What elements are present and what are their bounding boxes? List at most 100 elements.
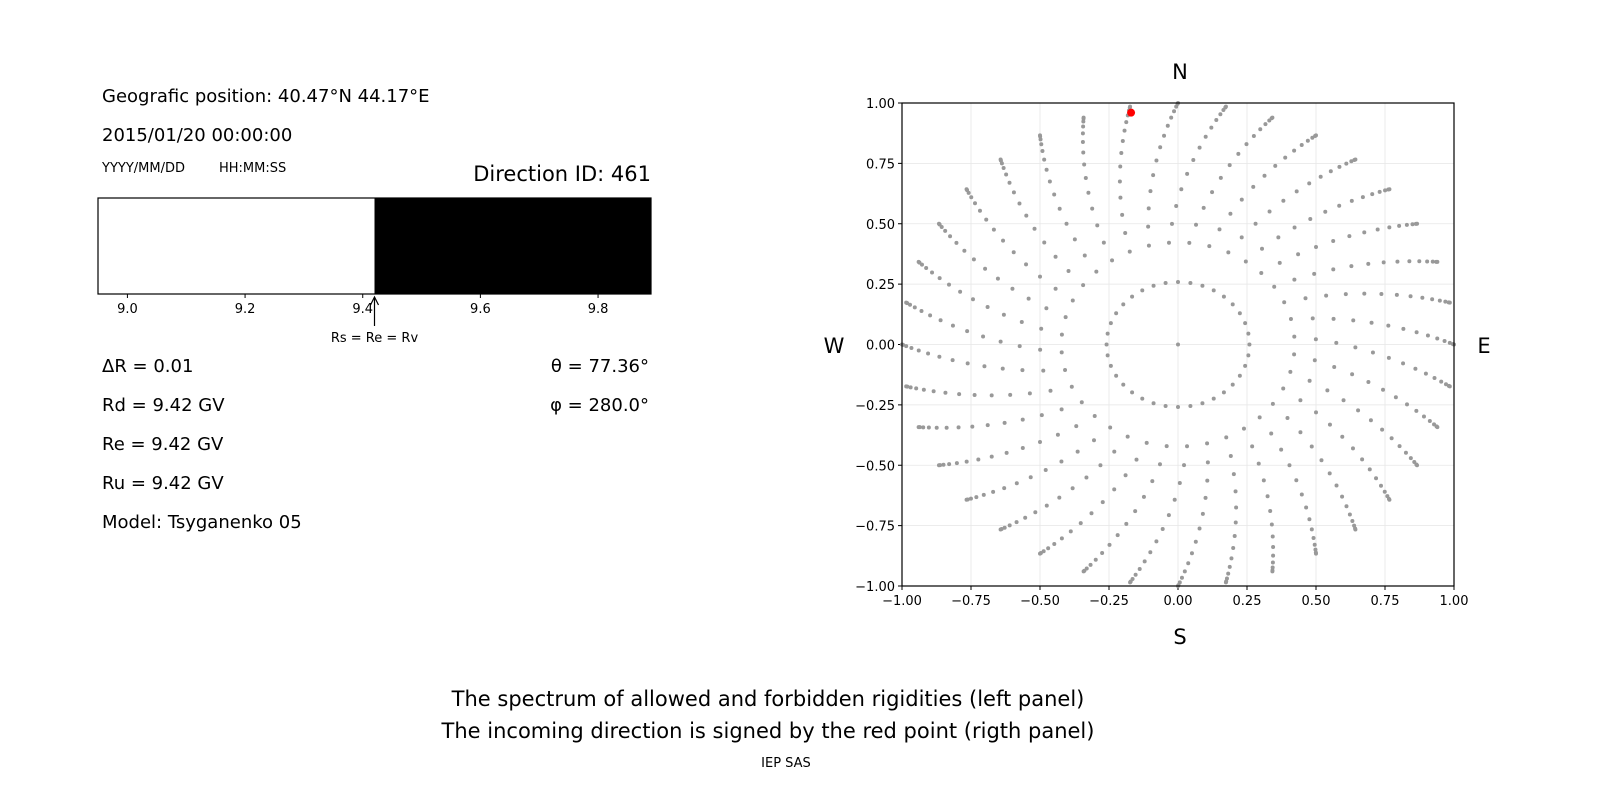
direction-point	[1394, 292, 1399, 297]
direction-point	[1000, 366, 1005, 371]
direction-point	[1108, 363, 1113, 368]
direction-point	[1066, 268, 1071, 273]
direction-point	[1253, 221, 1258, 226]
direction-point	[1091, 438, 1096, 443]
direction-point	[1292, 225, 1297, 230]
direction-point	[1162, 133, 1167, 138]
direction-point	[1401, 326, 1406, 331]
direction-point	[1231, 545, 1236, 550]
rd-value: Rd = 9.42 GV	[102, 395, 225, 416]
direction-point	[1197, 145, 1202, 150]
direction-point	[1305, 138, 1310, 143]
direction-point	[1427, 419, 1432, 424]
direction-point	[1020, 368, 1025, 373]
direction-point	[1334, 340, 1339, 345]
direction-point	[919, 308, 924, 313]
direction-point	[937, 276, 942, 281]
direction-point	[1137, 566, 1142, 571]
direction-point	[1420, 295, 1425, 300]
direction-point	[1347, 234, 1352, 239]
direction-point	[1328, 169, 1333, 174]
direction-point	[1188, 280, 1193, 285]
direction-point	[1182, 463, 1187, 468]
direction-point	[1362, 291, 1367, 296]
direction-point	[1020, 446, 1025, 451]
direction-point	[1038, 137, 1043, 142]
direction-point	[1148, 550, 1153, 555]
direction-point	[1014, 481, 1019, 486]
direction-point	[1044, 306, 1049, 311]
direction-point	[958, 289, 963, 294]
direction-point	[1304, 505, 1309, 510]
direction-point	[1447, 340, 1452, 345]
direction-point	[944, 425, 949, 430]
direction-point	[1205, 460, 1210, 465]
direction-point	[1397, 444, 1402, 449]
direction-point	[1270, 401, 1275, 406]
direction-point	[1270, 565, 1275, 570]
x-tick-label: 9.8	[588, 302, 609, 317]
direction-point	[1179, 187, 1184, 192]
direction-point	[1179, 575, 1184, 580]
direction-point	[1395, 259, 1400, 264]
direction-point	[1350, 446, 1355, 451]
direction-point	[1247, 342, 1252, 347]
direction-point	[1193, 539, 1198, 544]
direction-point	[1007, 523, 1012, 528]
direction-point	[1379, 291, 1384, 296]
direction-point	[950, 358, 955, 363]
direction-point	[972, 393, 977, 398]
direction-point	[1037, 440, 1042, 445]
direction-point	[1268, 508, 1273, 513]
direction-point	[957, 392, 962, 397]
y-tick-label: −0.75	[855, 520, 895, 535]
direction-point	[1084, 475, 1089, 480]
direction-point	[974, 495, 979, 500]
direction-point	[1151, 283, 1156, 288]
direction-point	[1148, 189, 1153, 194]
direction-point	[1070, 486, 1075, 491]
direction-point	[1442, 339, 1447, 344]
direction-point	[1288, 369, 1293, 374]
direction-point	[1435, 259, 1440, 264]
direction-point	[1287, 463, 1292, 468]
direction-point	[1214, 118, 1219, 123]
direction-point	[1281, 198, 1286, 203]
direction-point	[968, 496, 973, 501]
direction-point	[1128, 104, 1133, 109]
direction-point	[1140, 396, 1145, 401]
direction-point	[1080, 140, 1085, 145]
direction-point	[1232, 534, 1237, 539]
direction-point	[1046, 546, 1051, 551]
direction-point	[1362, 230, 1367, 235]
direction-point	[1011, 190, 1016, 195]
direction-point	[1276, 235, 1281, 240]
direction-point	[1350, 518, 1355, 523]
direction-point	[1439, 379, 1444, 384]
direction-point	[1211, 288, 1216, 293]
direction-point	[1228, 454, 1233, 459]
direction-point	[1325, 388, 1330, 393]
direction-point	[1059, 536, 1064, 541]
direction-point	[985, 423, 990, 428]
direction-point	[1008, 392, 1013, 397]
direction-point	[1312, 542, 1317, 547]
direction-point	[1010, 286, 1015, 291]
direction-point	[1231, 472, 1236, 477]
direction-point	[1353, 157, 1358, 162]
direction-point	[1257, 415, 1262, 420]
phi-value: φ = 280.0°	[550, 395, 649, 416]
direction-point	[1033, 510, 1038, 515]
direction-point	[1307, 517, 1312, 522]
direction-point	[1166, 513, 1171, 518]
direction-point	[962, 248, 967, 253]
direction-point	[1344, 504, 1349, 509]
direction-point	[1226, 571, 1231, 576]
direction-point	[1023, 515, 1028, 520]
direction-point	[1004, 172, 1009, 177]
direction-point	[1241, 426, 1246, 431]
direction-point	[1020, 417, 1025, 422]
direction-point	[928, 313, 933, 318]
direction-point	[1185, 444, 1190, 449]
direction-point	[1334, 483, 1339, 488]
